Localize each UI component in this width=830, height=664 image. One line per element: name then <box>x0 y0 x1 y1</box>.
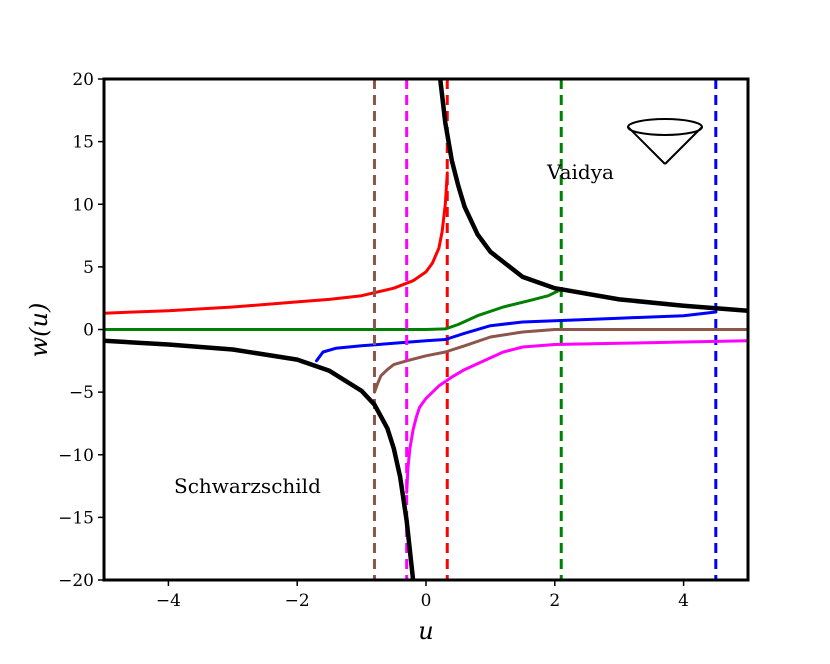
series-layer <box>104 79 748 580</box>
series-line-1 <box>104 287 563 331</box>
y-tick-label: 5 <box>83 258 94 278</box>
annotation-schwarzschild: Schwarzschild <box>174 474 321 498</box>
series-line-3 <box>373 328 748 394</box>
x-tick-label: 4 <box>678 591 689 611</box>
annotation-vaidya: Vaidya <box>546 160 614 184</box>
x-axis-label: u <box>418 617 433 645</box>
y-tick-label: 10 <box>72 195 94 215</box>
boundary-layer <box>104 79 748 580</box>
y-tick-label: −20 <box>58 571 94 591</box>
boundary-lower-branch <box>104 338 416 580</box>
x-tick-label: 0 <box>421 591 432 611</box>
y-tick-label: 0 <box>83 321 94 341</box>
x-tick-label: 2 <box>549 591 560 611</box>
y-axis: −20 −15 −10 −5 0 5 10 15 20 <box>58 70 104 591</box>
series-line-4 <box>405 339 748 494</box>
light-cone-icon <box>627 118 703 165</box>
y-axis-label: w(u) <box>25 303 53 358</box>
series-line-2 <box>315 310 718 363</box>
y-tick-label: 20 <box>72 70 94 90</box>
x-axis: −4 −2 0 2 4 <box>156 580 689 611</box>
boundary-upper-branch <box>437 79 748 313</box>
y-tick-label: −15 <box>58 508 94 528</box>
x-tick-label: −2 <box>285 591 310 611</box>
y-tick-label: −10 <box>58 446 94 466</box>
y-tick-label: −5 <box>69 383 94 403</box>
x-tick-label: −4 <box>156 591 181 611</box>
series-line-0 <box>104 171 449 315</box>
y-tick-label: 15 <box>72 133 94 153</box>
